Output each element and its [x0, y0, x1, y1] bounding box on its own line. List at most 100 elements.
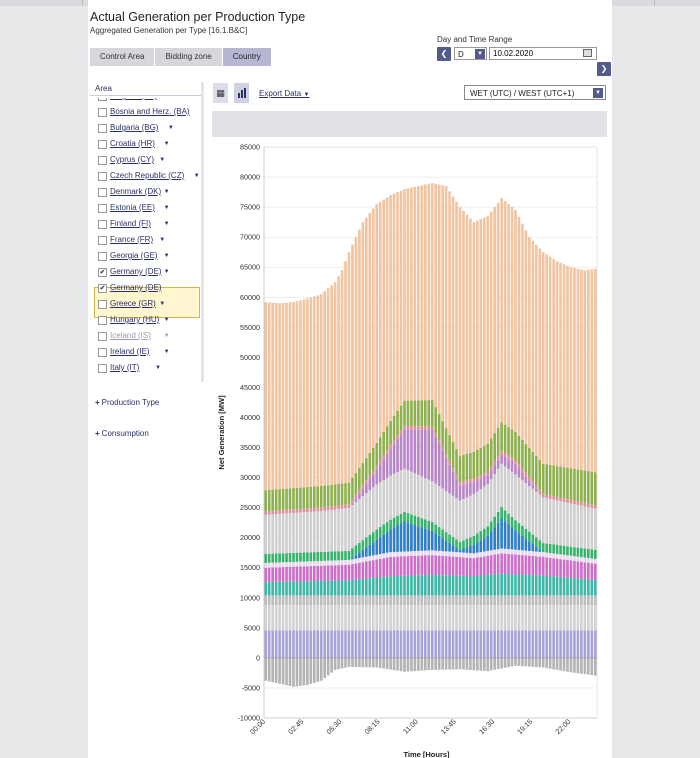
area-item[interactable]: Greece (GR) ▼ [90, 297, 200, 311]
bar-segment [562, 264, 566, 468]
bar-segment [389, 475, 392, 520]
area-checkbox[interactable] [98, 124, 107, 133]
bar-segment [417, 526, 420, 551]
bar-segment [534, 485, 538, 489]
area-item[interactable]: Belgium (BE) ▼ [90, 98, 200, 103]
bar-segment [347, 550, 351, 560]
area-checkbox[interactable] [98, 98, 107, 101]
negative-bar-segment [330, 657, 333, 673]
caret-down-icon[interactable]: ▼ [163, 221, 170, 227]
date-input[interactable] [489, 47, 597, 60]
caret-down-icon[interactable]: ▼ [155, 365, 161, 371]
area-item[interactable]: Cyprus (CY) ▼ [90, 153, 200, 167]
area-checkbox[interactable] [98, 188, 107, 197]
export-data-button[interactable]: Export Data ▼ [259, 89, 309, 98]
area-item[interactable]: Finland (FI) ▼ [90, 217, 200, 231]
area-item[interactable]: Iceland (IS) ▼ [90, 329, 200, 343]
caret-down-icon[interactable]: ▼ [159, 237, 166, 243]
negative-bar-segment [333, 657, 337, 670]
area-item[interactable]: Italy (IT) ▼ [90, 361, 200, 375]
area-checkbox[interactable]: ✔ [98, 284, 107, 293]
area-item[interactable]: Estonia (EE) ▼ [90, 201, 200, 215]
bar-segment [583, 548, 587, 558]
area-checkbox[interactable] [98, 332, 107, 341]
area-checkbox[interactable] [98, 236, 107, 245]
bar-segment [371, 630, 375, 658]
area-item[interactable]: Czech Republic (CZ) ▼ [90, 169, 200, 183]
bar-segment [496, 511, 500, 523]
area-checkbox[interactable] [98, 204, 107, 213]
tab-bidding-zone[interactable]: Bidding zone [155, 48, 222, 66]
tab-control-area[interactable]: Control Area [90, 48, 155, 66]
bar-segment [489, 479, 493, 522]
timezone-select[interactable]: WET (UTC) / WEST (UTC+1) ▼ [464, 85, 606, 100]
caret-down-icon[interactable]: ▼ [163, 253, 170, 259]
bar-segment [340, 483, 344, 506]
area-item[interactable]: Croatia (HR) ▼ [90, 137, 200, 151]
area-checkbox[interactable] [98, 300, 107, 309]
area-checkbox[interactable] [98, 108, 107, 117]
table-view-button[interactable]: ▦ [213, 83, 228, 103]
chart-view-button[interactable] [234, 83, 249, 103]
consumption-panel-toggle[interactable]: + Consumption [90, 427, 204, 441]
area-checkbox[interactable] [98, 364, 107, 373]
area-item[interactable]: ✔ Germany (DE) ▼ [90, 265, 200, 279]
caret-down-icon[interactable]: ▼ [163, 317, 170, 323]
bar-segment [545, 630, 549, 658]
bar-segment [399, 630, 403, 658]
negative-bar-segment [587, 657, 590, 675]
area-item[interactable]: France (FR) ▼ [90, 233, 200, 247]
bar-segment [510, 471, 514, 517]
caret-down-icon[interactable]: ▼ [163, 189, 170, 195]
bar-segment [385, 552, 389, 558]
area-checkbox[interactable] [98, 316, 107, 325]
bar-segment [417, 516, 420, 527]
calendar-icon[interactable] [583, 49, 592, 57]
caret-down-icon[interactable]: ▼ [159, 157, 166, 163]
period-select[interactable]: D ▼ [454, 47, 487, 60]
bar-segment [583, 557, 587, 563]
bar-segment [469, 553, 472, 558]
area-checkbox[interactable] [98, 252, 107, 261]
caret-down-icon[interactable]: ▼ [163, 333, 170, 339]
area-item-label: Denmark (DK) [110, 187, 162, 196]
caret-down-icon[interactable]: ▼ [193, 173, 200, 179]
bar-segment [465, 552, 469, 558]
area-list-scrollbar[interactable] [201, 82, 204, 382]
bar-segment [476, 630, 479, 658]
bar-segment [531, 240, 535, 452]
area-item[interactable]: Ireland (IE) ▼ [90, 345, 200, 359]
bar-segment [437, 605, 441, 631]
previous-day-button[interactable]: ❮ [437, 47, 451, 61]
area-checkbox[interactable] [98, 220, 107, 229]
caret-down-icon[interactable]: ▼ [163, 349, 170, 355]
caret-down-icon[interactable]: ▼ [163, 205, 170, 211]
area-item[interactable]: Bosnia and Herz. (BA) ▼ [90, 105, 204, 119]
bar-segment [500, 507, 503, 519]
area-checkbox[interactable]: ✔ [98, 268, 107, 277]
caret-down-icon[interactable]: ▼ [159, 301, 166, 307]
caret-down-icon[interactable]: ▼ [167, 125, 174, 131]
area-checkbox[interactable] [98, 172, 107, 181]
area-checkbox[interactable] [98, 156, 107, 165]
production-type-panel-toggle[interactable]: + Production Type [90, 396, 204, 410]
area-item[interactable]: Bulgaria (BG) ▼ [90, 121, 200, 135]
tab-country[interactable]: Country [222, 48, 271, 66]
bar-segment [371, 595, 375, 606]
area-checkbox[interactable] [98, 140, 107, 149]
bar-segment [430, 531, 434, 551]
period-select-value: D [458, 50, 464, 59]
bar-segment [326, 485, 330, 507]
area-item[interactable]: ✔ Germany (DE) [90, 281, 200, 295]
area-item[interactable]: Hungary (HU) ▼ [90, 313, 200, 327]
bar-segment [382, 524, 385, 535]
next-day-button[interactable]: ❯ [597, 62, 611, 76]
bar-segment [316, 581, 320, 596]
area-checkbox[interactable] [98, 348, 107, 357]
caret-down-icon[interactable]: ▼ [163, 269, 170, 275]
caret-down-icon[interactable]: ▼ [164, 98, 170, 103]
bar-segment [344, 504, 347, 509]
area-item[interactable]: Denmark (DK) ▼ [90, 185, 200, 199]
caret-down-icon[interactable]: ▼ [163, 141, 170, 147]
area-item[interactable]: Georgia (GE) ▼ [90, 249, 200, 263]
